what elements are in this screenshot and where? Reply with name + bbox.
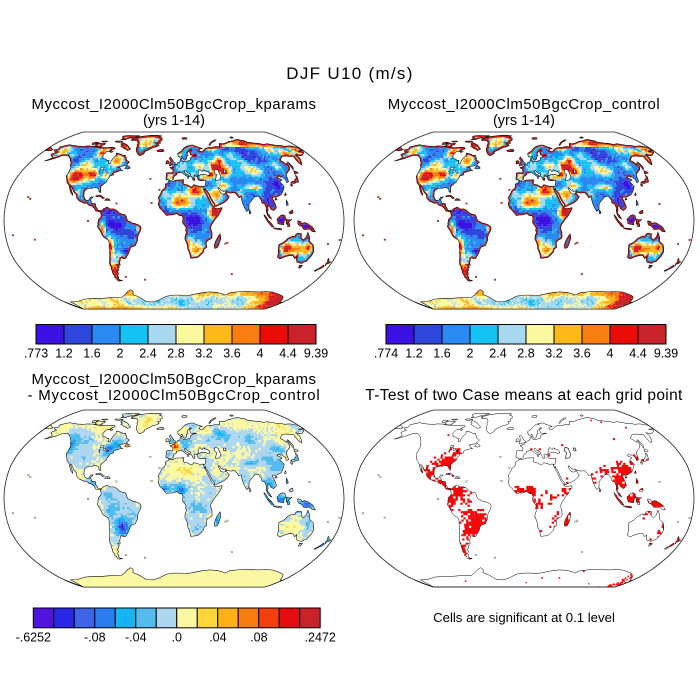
svg-text:.2472: .2472 bbox=[305, 630, 336, 644]
svg-text:3.6: 3.6 bbox=[573, 347, 590, 361]
svg-text:3.2: 3.2 bbox=[195, 347, 212, 361]
svg-text:.0: .0 bbox=[172, 630, 182, 644]
svg-text:.773: .773 bbox=[24, 347, 48, 361]
svg-text:1.6: 1.6 bbox=[433, 347, 450, 361]
svg-text:2.8: 2.8 bbox=[517, 347, 534, 361]
svg-text:.08: .08 bbox=[250, 630, 267, 644]
svg-text:1.2: 1.2 bbox=[55, 347, 72, 361]
svg-text:Myccost_I2000Clm50BgcCrop_kpar: Myccost_I2000Clm50BgcCrop_kparams bbox=[32, 371, 317, 388]
svg-text:9.39: 9.39 bbox=[304, 347, 328, 361]
svg-text:1.2: 1.2 bbox=[405, 347, 422, 361]
svg-text:T-Test of two Case means at ea: T-Test of two Case means at each grid po… bbox=[365, 387, 683, 404]
svg-text:2.8: 2.8 bbox=[167, 347, 184, 361]
svg-text:Myccost_I2000Clm50BgcCrop_cont: Myccost_I2000Clm50BgcCrop_control bbox=[388, 96, 660, 113]
svg-text:.04: .04 bbox=[209, 630, 226, 644]
svg-text:.774: .774 bbox=[374, 347, 398, 361]
svg-text:4.4: 4.4 bbox=[629, 347, 646, 361]
svg-text:Myccost_I2000Clm50BgcCrop_kpar: Myccost_I2000Clm50BgcCrop_kparams bbox=[32, 96, 317, 113]
svg-text:(yrs 1-14): (yrs 1-14) bbox=[143, 113, 205, 129]
svg-text:- Myccost_I2000Clm50BgcCrop_co: - Myccost_I2000Clm50BgcCrop_control bbox=[27, 387, 320, 404]
svg-text:2: 2 bbox=[467, 347, 474, 361]
svg-text:2.4: 2.4 bbox=[489, 347, 506, 361]
svg-text:4: 4 bbox=[257, 347, 264, 361]
svg-text:(yrs 1-14): (yrs 1-14) bbox=[493, 113, 555, 129]
svg-text:9.39: 9.39 bbox=[654, 347, 678, 361]
svg-text:1.6: 1.6 bbox=[83, 347, 100, 361]
svg-text:-.04: -.04 bbox=[125, 630, 147, 644]
svg-text:3.2: 3.2 bbox=[545, 347, 562, 361]
svg-text:4.4: 4.4 bbox=[279, 347, 296, 361]
svg-text:-.6252: -.6252 bbox=[16, 630, 51, 644]
svg-text:2.4: 2.4 bbox=[139, 347, 156, 361]
svg-text:4: 4 bbox=[607, 347, 614, 361]
svg-text:2: 2 bbox=[117, 347, 124, 361]
svg-text:-.08: -.08 bbox=[84, 630, 106, 644]
svg-text:DJF U10 (m/s): DJF U10 (m/s) bbox=[286, 64, 413, 83]
svg-text:Cells are significant at 0.1 l: Cells are significant at 0.1 level bbox=[433, 610, 615, 625]
svg-text:3.6: 3.6 bbox=[223, 347, 240, 361]
